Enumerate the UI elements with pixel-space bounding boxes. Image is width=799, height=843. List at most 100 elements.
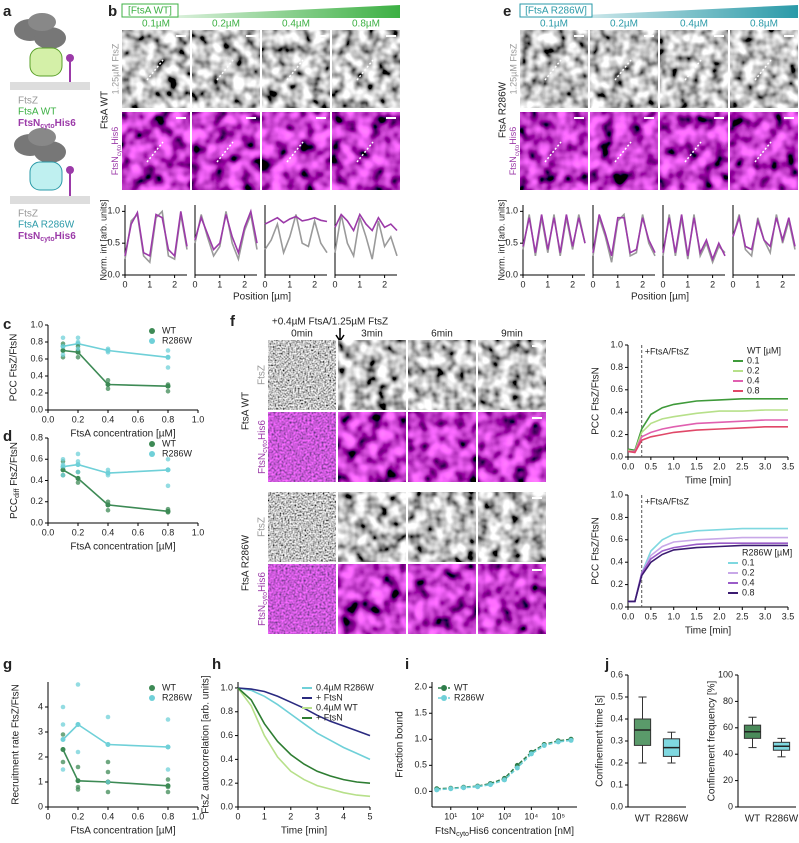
concentration: 0.8µM (750, 19, 778, 30)
x-tick-label: 2.5 (736, 611, 749, 621)
panel-label: i (405, 656, 409, 673)
x-axis-label: Time [min] (685, 476, 732, 487)
micrograph (268, 492, 336, 562)
x-tick-label: R286W (765, 814, 799, 825)
schematic-wt (10, 13, 90, 90)
channel-label: FtsZ (257, 365, 268, 385)
legend-label: 0.4µM R286W (316, 682, 374, 692)
x-tick-label: 0.6 (132, 414, 145, 424)
profile-line (684, 141, 702, 163)
x-tick-label: 10² (471, 811, 484, 821)
data-point (75, 459, 81, 464)
y-tick-label: 0.6 (220, 730, 233, 740)
legend-label: 0.4 (742, 577, 755, 587)
y-tick-label: 20 (723, 775, 733, 785)
marker (568, 737, 574, 743)
y-axis-label: Confinement time [s] (595, 695, 606, 787)
data-point (60, 335, 66, 341)
x-tick-label: 1.0 (667, 461, 680, 471)
annotation: +FtsA/FtsZ (645, 346, 690, 356)
x-tick-label: 3.5 (782, 461, 795, 471)
y-tick-label: 0 (728, 801, 733, 811)
row-label-part: FtsN (110, 156, 120, 175)
y-tick-label: 0.5 (610, 691, 623, 701)
x-tick-label: 3 (315, 811, 320, 821)
y-tick-label: 1.0 (107, 206, 120, 216)
panel-label: h (212, 656, 221, 673)
x-axis-label-part: cyto (456, 831, 469, 838)
y-tick-label: 0.5 (107, 238, 120, 248)
x-tick-label: 0.5 (645, 461, 658, 471)
x-tick-label: 3.0 (759, 461, 772, 471)
legend-label: 0.2 (747, 365, 760, 375)
data-point (165, 744, 171, 750)
x-tick-label: 1 (147, 279, 152, 289)
y-tick-label: 0.2 (610, 429, 623, 439)
header-box (121, 3, 179, 18)
data-point (165, 777, 171, 782)
x-tick-label: WT (745, 814, 761, 825)
y-tick-label: 0.8 (30, 432, 43, 442)
y-axis-label: PCC FtsZ/FtsN (9, 334, 20, 402)
concentration: 0.1µM (142, 19, 170, 30)
x-axis-label: FtsA concentration [µM] (70, 542, 175, 553)
legend-title: WT [µM] (747, 345, 781, 355)
y-tick-label: 0.0 (610, 451, 623, 461)
y-axis-label: Recruitment rate FtsZ/FtsN (11, 684, 22, 805)
data-point (75, 749, 81, 755)
y-tick-label: 1.0 (414, 734, 427, 744)
y-tick-label: 0.2 (30, 496, 43, 506)
panel-label: g (3, 656, 12, 673)
micrograph (192, 112, 260, 190)
x-tick-label: 1 (357, 279, 362, 289)
marker (60, 737, 66, 742)
marker (434, 787, 440, 793)
series-line (62, 349, 169, 387)
x-tick-label: 2 (312, 279, 317, 289)
row-label: 1.25µM FtsZ (110, 43, 120, 94)
panel-label: e (503, 3, 511, 20)
micrograph (338, 340, 406, 410)
x-tick-label: 2 (710, 279, 715, 289)
row-label-part: cyto (514, 144, 521, 156)
data-point (75, 346, 81, 352)
legend-swatch (149, 685, 155, 691)
y-tick-label: 0.0 (30, 404, 43, 414)
data-point (165, 389, 171, 394)
x-axis-label: Position [µm] (631, 292, 689, 303)
marker (487, 782, 493, 788)
x-tick-label: 1 (615, 279, 620, 289)
schematic-label-part: FtsN (18, 231, 40, 242)
profile-line (614, 59, 632, 81)
header-box (519, 3, 593, 18)
concentration: 0.2µM (610, 19, 638, 30)
x-axis-label: Position [µm] (233, 292, 291, 303)
channel-label-part: His6 (257, 572, 268, 592)
y-tick-label: 0.4 (610, 713, 623, 723)
x-tick-label: 5 (367, 811, 372, 821)
y-axis-label-part: FtsZ/FtsN (9, 442, 20, 489)
x-tick-label: 0 (45, 811, 50, 821)
data-point (60, 732, 66, 737)
time-label: 9min (501, 329, 523, 340)
profile-line (544, 141, 562, 163)
channel-label: FtsZ (257, 517, 268, 537)
legend-swatch (149, 338, 155, 344)
panel-label: d (3, 428, 12, 445)
legend-label: 0.8 (742, 587, 755, 597)
side-label: FtsA R286W (498, 81, 509, 138)
header: [FtsA R286W] (525, 6, 587, 17)
condition-label: FtsA R286W (241, 534, 252, 591)
x-tick-label: 3.0 (759, 611, 772, 621)
data-point (60, 462, 66, 467)
x-axis-label-part: His6 concentration [nM] (469, 826, 574, 837)
x-tick-label: 1 (287, 279, 292, 289)
arrow (335, 328, 345, 343)
channel-label-part: FtsN (257, 453, 268, 474)
y-tick-label: 0.0 (30, 517, 43, 527)
x-tick-label: 1.0 (192, 527, 205, 537)
y-tick-label: 1.0 (610, 489, 623, 499)
y-tick-label: 60 (723, 722, 733, 732)
x-tick-label: 2 (242, 279, 247, 289)
y-tick-label: 0.6 (610, 669, 623, 679)
